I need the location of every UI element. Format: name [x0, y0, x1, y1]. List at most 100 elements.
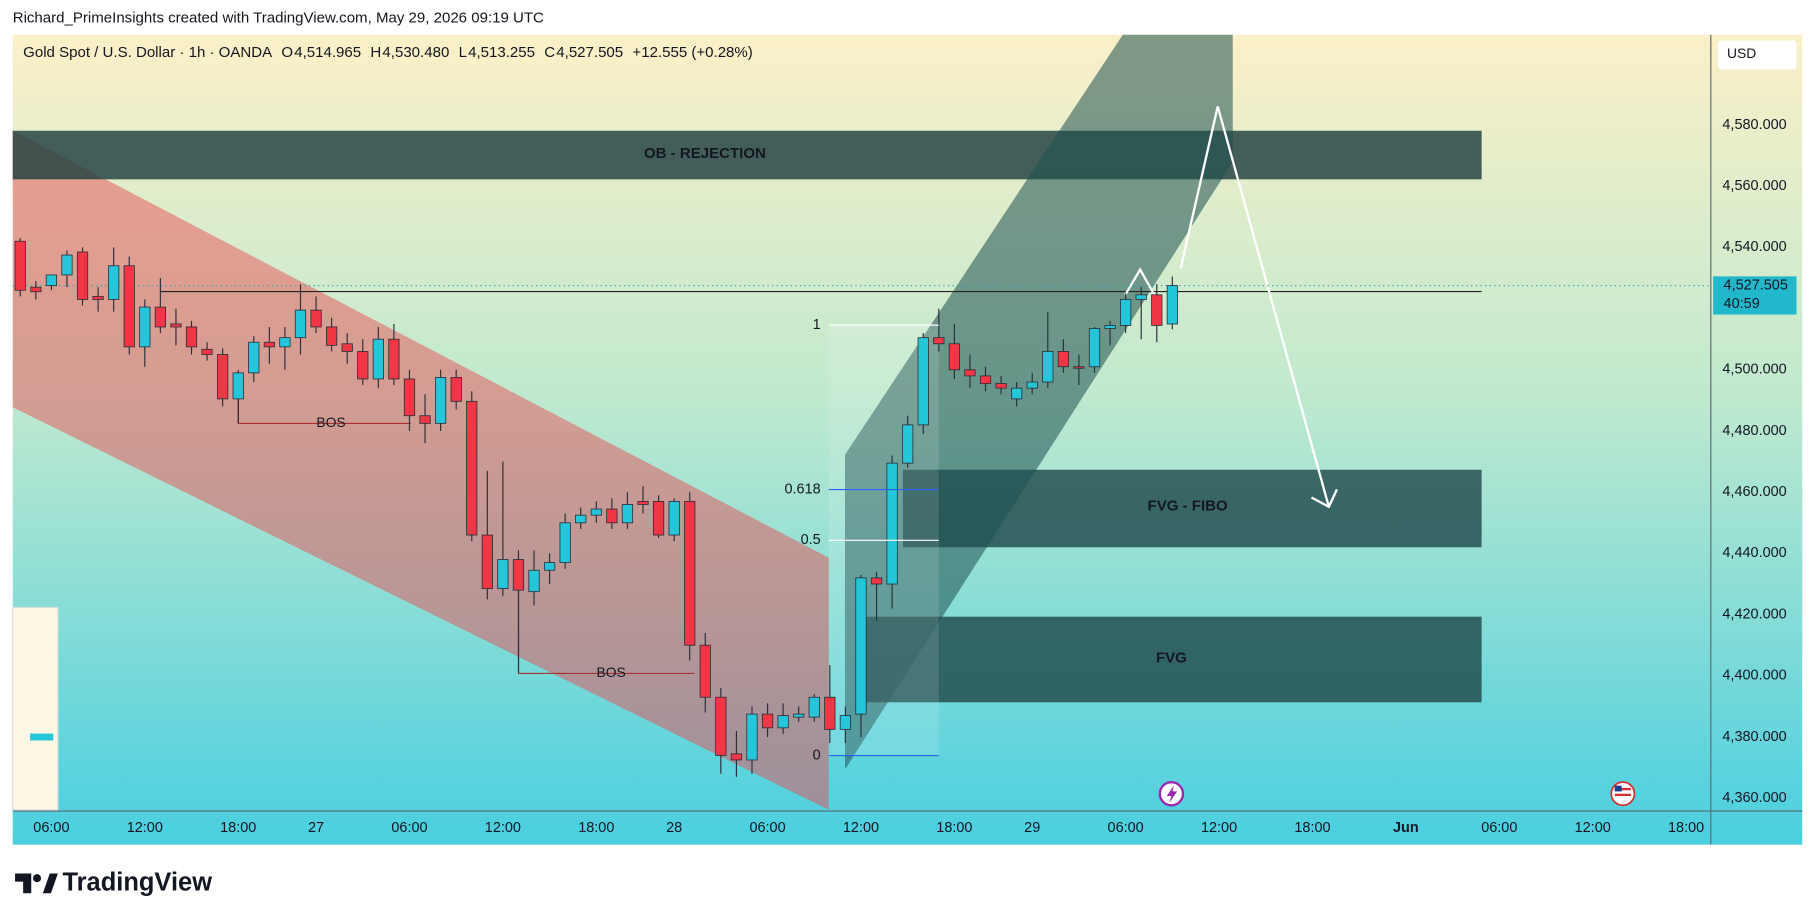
candle-body: [279, 337, 291, 348]
candle-body: [808, 696, 820, 718]
candle-body: [139, 306, 151, 348]
candle-body: [917, 337, 929, 426]
candle-body: [824, 696, 836, 730]
candle-body: [1135, 294, 1147, 300]
candle-body: [1088, 328, 1101, 368]
last-price-box: [1713, 276, 1797, 315]
fib-label: 0.618: [785, 481, 821, 497]
candle-body: [419, 415, 431, 424]
candle-body: [902, 424, 914, 464]
candle-body: [450, 377, 462, 402]
logo-icon: [15, 873, 32, 894]
event-icon: [1166, 785, 1178, 803]
bos-label: BOS: [597, 664, 626, 680]
x-tick-label: 06:00: [391, 820, 427, 836]
x-tick-label: 12:00: [843, 820, 879, 836]
y-tick-label: 4,540.000: [1722, 239, 1786, 255]
candle-body: [1042, 351, 1054, 383]
x-tick-label: 12:00: [485, 820, 521, 836]
candle-body: [559, 522, 571, 563]
candle-body: [886, 462, 898, 585]
ascending-channel: [844, 34, 1233, 770]
mini-chart-price: [30, 733, 54, 741]
y-tick-label: 4,500.000: [1722, 362, 1786, 378]
ohlc-key: L: [459, 44, 467, 61]
currency-box: [1717, 40, 1797, 70]
ohlc-key: O: [281, 44, 293, 61]
candle-body: [652, 500, 665, 536]
projection-arrow: [1124, 267, 1158, 300]
candle-body: [14, 240, 26, 291]
x-tick-label: 18:00: [936, 820, 972, 836]
candle-body: [699, 644, 711, 698]
ohlc-value: 4,514.965: [294, 44, 361, 61]
x-tick-label: 12:00: [1575, 820, 1611, 836]
candle-body: [481, 534, 493, 590]
candle-body: [575, 514, 587, 524]
candle-body: [793, 713, 805, 718]
candle-body: [870, 577, 883, 585]
change: +12.555 (+0.28%): [632, 44, 752, 61]
candle-body: [1120, 299, 1132, 326]
candle-body: [388, 338, 400, 380]
candle-body: [668, 500, 680, 536]
candle-body: [746, 713, 758, 761]
candle-body: [201, 348, 213, 355]
zone-label: FVG: [1156, 649, 1187, 666]
x-tick-label: 18:00: [1294, 820, 1330, 836]
x-tick-label: 12:00: [1201, 820, 1237, 836]
ohlc-key: H: [370, 44, 381, 61]
y-tick-label: 4,480.000: [1722, 423, 1786, 439]
projection-arrow: [1179, 106, 1330, 508]
x-tick-label: 06:00: [33, 820, 69, 836]
candle-body: [1011, 387, 1023, 400]
candle-body: [777, 715, 789, 729]
candle-body: [730, 753, 743, 761]
y-tick-label: 4,460.000: [1722, 484, 1786, 500]
arrow-head: [1310, 488, 1338, 509]
candle-body: [528, 569, 540, 593]
fib-label: 1: [813, 317, 821, 333]
candle-body: [1026, 381, 1038, 389]
candle-body: [1166, 285, 1178, 325]
candle-body: [76, 251, 89, 300]
candle-body: [170, 323, 182, 328]
x-tick-label: 18:00: [578, 820, 614, 836]
watermark: Richard_PrimeInsights created with Tradi…: [13, 9, 544, 26]
candle-body: [839, 715, 852, 730]
symbol-title: Gold Spot / U.S. Dollar · 1h · OANDA: [23, 44, 272, 61]
candle-body: [979, 375, 992, 384]
candle-body: [1073, 366, 1085, 369]
fib-label: 0: [813, 747, 821, 763]
x-tick-label: 27: [308, 820, 324, 836]
candle-body: [590, 508, 602, 516]
candle-body: [403, 378, 416, 417]
candle-body: [621, 504, 634, 524]
fvg-zone: [865, 616, 1482, 703]
candle-body: [948, 343, 960, 371]
y-tick-label: 4,440.000: [1722, 545, 1786, 561]
x-tick-label: 06:00: [749, 820, 785, 836]
ohlc-value: 4,527.505: [556, 44, 623, 61]
candle-body: [217, 354, 229, 400]
candle-body: [263, 341, 275, 348]
x-tick-label: 28: [666, 820, 682, 836]
logo-icon: [42, 873, 58, 894]
candle-body: [761, 713, 774, 729]
x-tick-label: 18:00: [220, 820, 256, 836]
y-tick-label: 4,560.000: [1722, 178, 1786, 194]
candle-body: [123, 265, 135, 348]
candle-body: [92, 295, 104, 300]
x-tick-label: 18:00: [1668, 820, 1704, 836]
countdown: 40:59: [1724, 296, 1760, 312]
candle-body: [294, 309, 307, 339]
candle-body: [357, 351, 369, 380]
currency: USD: [1727, 45, 1756, 61]
y-tick-label: 4,380.000: [1722, 729, 1786, 745]
candle-body: [248, 341, 260, 374]
x-tick-label: Jun: [1393, 820, 1419, 836]
ohlc-key: C: [544, 44, 555, 61]
x-tick-label: 06:00: [1481, 820, 1517, 836]
candle-body: [1104, 325, 1116, 329]
